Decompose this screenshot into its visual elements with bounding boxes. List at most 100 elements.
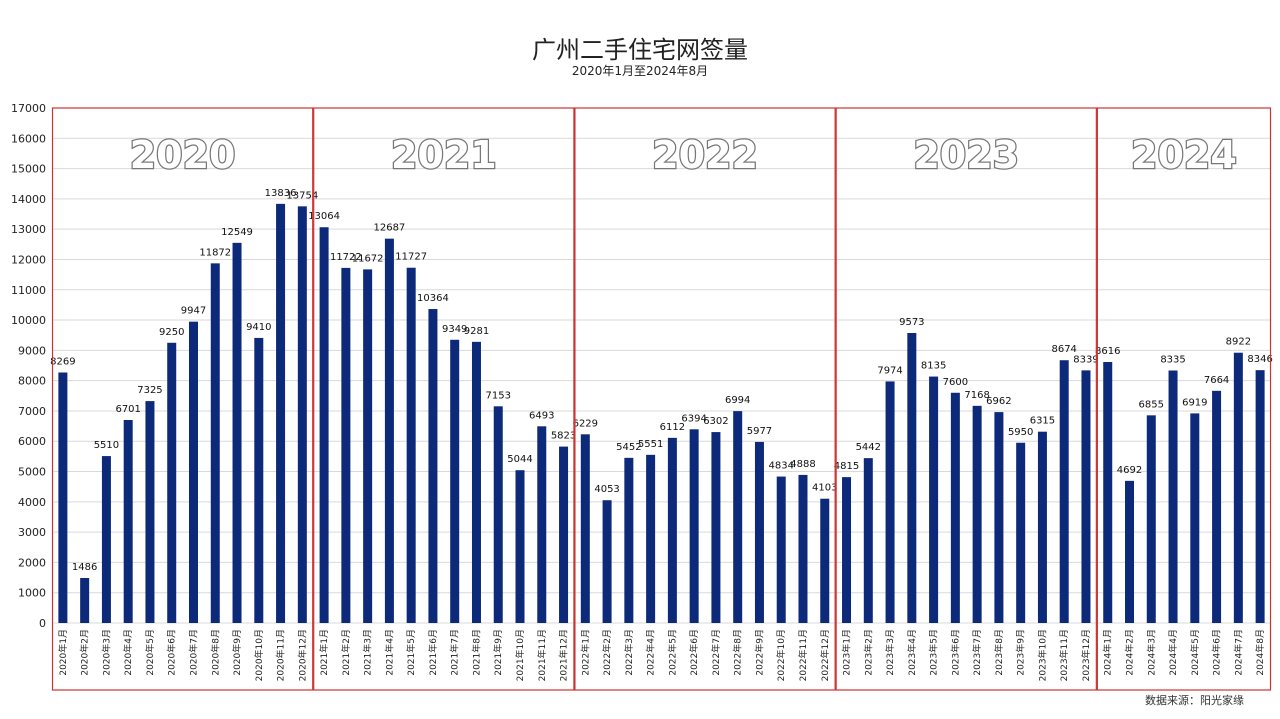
data-label: 13064 bbox=[308, 211, 340, 222]
bar bbox=[646, 454, 656, 623]
data-label: 5823 bbox=[551, 431, 576, 442]
x-tick-label: 2024年2月 bbox=[1124, 629, 1136, 676]
x-tick-label: 2022年8月 bbox=[732, 629, 744, 676]
x-tick-label: 2022年1月 bbox=[579, 629, 591, 676]
data-label: 8335 bbox=[1160, 354, 1185, 365]
y-tick-label: 14000 bbox=[11, 193, 46, 206]
year-group-box bbox=[1096, 107, 1272, 691]
bar bbox=[689, 429, 699, 623]
data-label: 6855 bbox=[1139, 399, 1164, 410]
x-tick-label: 2021年5月 bbox=[405, 629, 417, 676]
data-label: 5044 bbox=[507, 454, 532, 465]
x-tick-label: 2021年1月 bbox=[318, 629, 330, 676]
bar bbox=[1125, 480, 1135, 623]
x-tick-label: 2020年12月 bbox=[296, 629, 308, 681]
data-label: 4815 bbox=[834, 461, 859, 472]
x-tick-label: 2023年12月 bbox=[1080, 629, 1092, 681]
data-label: 9281 bbox=[464, 326, 489, 337]
year-label: 2020 bbox=[130, 133, 236, 177]
data-label: 7600 bbox=[943, 377, 968, 388]
x-tick-label: 2024年6月 bbox=[1211, 629, 1223, 676]
bar bbox=[580, 434, 590, 623]
data-label: 4834 bbox=[768, 461, 793, 472]
bar bbox=[384, 238, 394, 624]
bar bbox=[798, 474, 808, 623]
bar bbox=[167, 342, 177, 623]
x-tick-label: 2022年6月 bbox=[688, 629, 700, 676]
x-tick-label: 2021年7月 bbox=[449, 629, 461, 676]
x-tick-label: 2022年10月 bbox=[775, 629, 787, 681]
data-label: 8269 bbox=[50, 356, 75, 367]
x-tick-label: 2020年10月 bbox=[253, 629, 265, 681]
bar bbox=[123, 419, 133, 623]
bar bbox=[1081, 370, 1091, 623]
data-label: 5510 bbox=[94, 440, 119, 451]
data-label: 6112 bbox=[660, 422, 685, 433]
x-tick-label: 2024年8月 bbox=[1254, 629, 1266, 676]
bar bbox=[58, 372, 68, 623]
y-tick-label: 11000 bbox=[11, 284, 46, 297]
year-label: 2022 bbox=[652, 133, 758, 177]
y-tick-label: 16000 bbox=[11, 132, 46, 145]
bar bbox=[842, 477, 852, 623]
data-label: 13836 bbox=[265, 188, 297, 199]
bar bbox=[276, 203, 286, 623]
year-label: 2024 bbox=[1131, 133, 1237, 177]
x-tick-label: 2020年11月 bbox=[275, 629, 287, 681]
data-label: 6302 bbox=[703, 416, 728, 427]
bar bbox=[1190, 413, 1200, 623]
data-label: 12687 bbox=[373, 223, 405, 234]
data-label: 9410 bbox=[246, 322, 271, 333]
bar bbox=[188, 321, 198, 623]
x-tick-label: 2022年5月 bbox=[666, 629, 678, 676]
x-tick-label: 2021年8月 bbox=[470, 629, 482, 676]
y-tick-label: 6000 bbox=[18, 435, 46, 448]
x-tick-label: 2020年4月 bbox=[122, 629, 134, 676]
x-tick-label: 2023年11月 bbox=[1058, 629, 1070, 681]
x-tick-label: 2023年9月 bbox=[1015, 629, 1027, 676]
y-tick-label: 13000 bbox=[11, 223, 46, 236]
x-tick-label: 2022年4月 bbox=[645, 629, 657, 676]
data-label: 4053 bbox=[594, 484, 619, 495]
bar bbox=[210, 263, 220, 623]
data-label: 8922 bbox=[1226, 337, 1251, 348]
bar bbox=[101, 456, 111, 623]
bar bbox=[1168, 370, 1178, 623]
data-label: 8346 bbox=[1247, 354, 1272, 365]
year-label: 2021 bbox=[391, 133, 497, 177]
bar bbox=[515, 470, 525, 623]
bar bbox=[950, 392, 960, 623]
bar bbox=[1016, 442, 1026, 623]
y-tick-label: 10000 bbox=[11, 314, 46, 327]
bar bbox=[450, 339, 460, 623]
data-label: 1486 bbox=[72, 562, 97, 573]
bar bbox=[1059, 360, 1069, 623]
bar bbox=[297, 206, 307, 623]
x-tick-label: 2024年4月 bbox=[1167, 629, 1179, 676]
x-tick-label: 2022年2月 bbox=[601, 629, 613, 676]
x-tick-label: 2022年11月 bbox=[797, 629, 809, 681]
bar bbox=[471, 341, 481, 623]
bar bbox=[754, 441, 764, 623]
x-tick-label: 2021年9月 bbox=[492, 629, 504, 676]
bar bbox=[929, 376, 939, 623]
bar bbox=[559, 446, 569, 623]
data-label: 7664 bbox=[1204, 375, 1229, 386]
y-tick-label: 4000 bbox=[18, 496, 46, 509]
x-tick-label: 2023年10月 bbox=[1036, 629, 1048, 681]
x-tick-label: 2020年6月 bbox=[166, 629, 178, 676]
x-tick-label: 2020年5月 bbox=[144, 629, 156, 676]
bar bbox=[667, 437, 677, 623]
x-tick-label: 2023年3月 bbox=[884, 629, 896, 676]
x-tick-label: 2021年3月 bbox=[362, 629, 374, 676]
data-label: 9573 bbox=[899, 317, 924, 328]
x-tick-label: 2022年7月 bbox=[710, 629, 722, 676]
y-tick-label: 0 bbox=[39, 617, 46, 630]
x-tick-label: 2023年2月 bbox=[862, 629, 874, 676]
data-label: 8135 bbox=[921, 361, 946, 372]
data-label: 11672 bbox=[352, 253, 384, 264]
x-tick-label: 2020年2月 bbox=[79, 629, 91, 676]
y-tick-label: 17000 bbox=[11, 102, 46, 115]
x-tick-label: 2023年4月 bbox=[906, 629, 918, 676]
